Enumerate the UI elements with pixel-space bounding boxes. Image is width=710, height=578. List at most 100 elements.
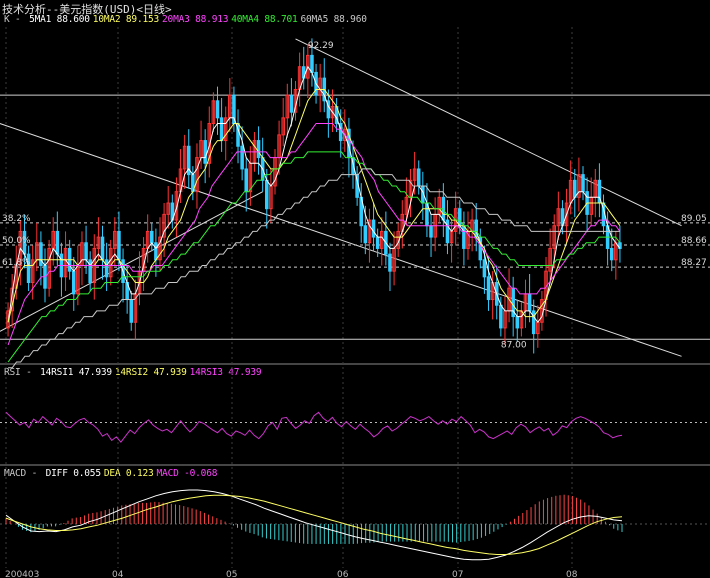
candle-body [343, 128, 347, 142]
macd-legend-item: MACD - [4, 468, 43, 479]
ma-line-40ma4 [7, 151, 621, 363]
candle-body [47, 247, 51, 289]
channel-lower-line [0, 123, 682, 357]
candle-body [289, 94, 294, 113]
x-axis-label: 08 [566, 570, 578, 578]
candle-body [55, 230, 60, 255]
candle-body [129, 299, 134, 323]
candle-body [285, 94, 290, 119]
ma-line-10ma2 [7, 89, 621, 323]
candle-body [306, 54, 310, 79]
price-label: 89.05 [681, 214, 707, 224]
x-axis-label: 200403 [5, 570, 39, 578]
candle-body [211, 100, 216, 125]
candle-body [63, 247, 68, 278]
candle-body [445, 219, 450, 244]
candle-body [195, 157, 199, 193]
candle-body [404, 196, 409, 215]
window-title: 技术分析--美元指数(USD)<日线> [2, 3, 172, 16]
channel-upper-line [295, 38, 682, 227]
candle-body [96, 236, 101, 249]
macd-legend: MACD - DIFF 0.055 DEA 0.123 MACD -0.068 [4, 468, 220, 480]
candle-body [326, 100, 331, 119]
candle-body [577, 174, 581, 198]
candle-body [564, 202, 569, 227]
x-axis-label: 05 [226, 570, 237, 578]
candle-body [552, 225, 557, 249]
candle-body [223, 117, 228, 142]
candle-body [113, 230, 117, 249]
high-annotation: 92.29 [308, 41, 334, 51]
candle-body [281, 117, 285, 136]
candle-body [244, 168, 249, 193]
candle-body [482, 259, 487, 278]
candle-body [182, 145, 187, 170]
candle-body [88, 259, 92, 284]
kline-legend-item: 20MA3 88.913 [162, 14, 229, 25]
kline-legend-item: 10MA2 89.153 [92, 14, 160, 25]
candle-body [548, 247, 552, 272]
macd-legend-item: DEA 0.123 [103, 468, 154, 479]
candle-body [215, 100, 220, 119]
rsi-legend: RSI - 14RSI1 47.939 14RSI2 47.939 14RSI3 4… [4, 367, 264, 379]
candle-body [6, 310, 10, 329]
candle-body [30, 259, 35, 284]
kline-legend-item: 5MA1 88.600 [29, 14, 90, 25]
price-label: 88.27 [681, 258, 707, 268]
price-label: 88.66 [681, 236, 707, 246]
x-axis-label: 04 [112, 570, 124, 578]
rsi-line [5, 411, 623, 443]
ma-line-20ma3 [7, 123, 621, 346]
candle-body [207, 123, 212, 164]
macd-legend-item: DIFF 0.055 [45, 468, 101, 479]
candle-body [371, 219, 376, 238]
kline-legend-item: 40MA4 88.701 [231, 14, 298, 25]
candle-body [186, 145, 191, 176]
x-axis-label: 07 [452, 570, 463, 578]
candle-body [174, 191, 179, 221]
candle-body [416, 168, 421, 187]
candle-body [150, 230, 154, 244]
candle-body [458, 208, 462, 227]
support-trendline [0, 191, 263, 332]
candle-body [219, 117, 224, 142]
rsi-legend-item: 14RSI3 47.939 [189, 367, 262, 378]
candle-body [318, 77, 322, 96]
rsi-legend-item: 14RSI1 47.939 [40, 367, 112, 378]
candle-body [330, 105, 335, 119]
kline-legend: K - 5MA1 88.600 10MA2 89.153 20MA3 88.913 4… [4, 14, 370, 26]
candle-body [256, 140, 261, 159]
ma-line-60ma5 [8, 168, 620, 369]
candle-body [26, 253, 31, 284]
candle-body [203, 140, 207, 164]
candle-body [531, 310, 536, 335]
candle-body [166, 202, 170, 215]
candle-body [154, 242, 158, 261]
macd-legend-item: MACD -0.068 [156, 468, 218, 479]
candle-body [499, 304, 503, 329]
candle-body [581, 174, 585, 193]
low-annotation: 87.00 [501, 340, 527, 350]
candle-body [412, 168, 417, 181]
candle-body [18, 230, 23, 266]
candle-body [367, 219, 372, 244]
candle-body [117, 230, 121, 261]
candle-body [527, 293, 532, 312]
candle-body [363, 225, 368, 244]
x-axis-label: 06 [337, 570, 349, 578]
candle-body [429, 225, 433, 238]
candle-body [162, 213, 166, 238]
candle-body [573, 179, 577, 198]
candle-body [515, 316, 520, 329]
candle-body [388, 253, 392, 272]
candle-body [104, 259, 109, 278]
candle-body [486, 276, 491, 301]
fib-label: 61.8% [2, 258, 31, 268]
candle-body [108, 247, 113, 278]
kline-legend-item: 60MA5 88.960 [300, 14, 367, 25]
ma-line-5ma1 [7, 65, 621, 324]
candle-body [100, 236, 105, 261]
candle-body [39, 242, 43, 266]
candle-body [310, 54, 314, 73]
